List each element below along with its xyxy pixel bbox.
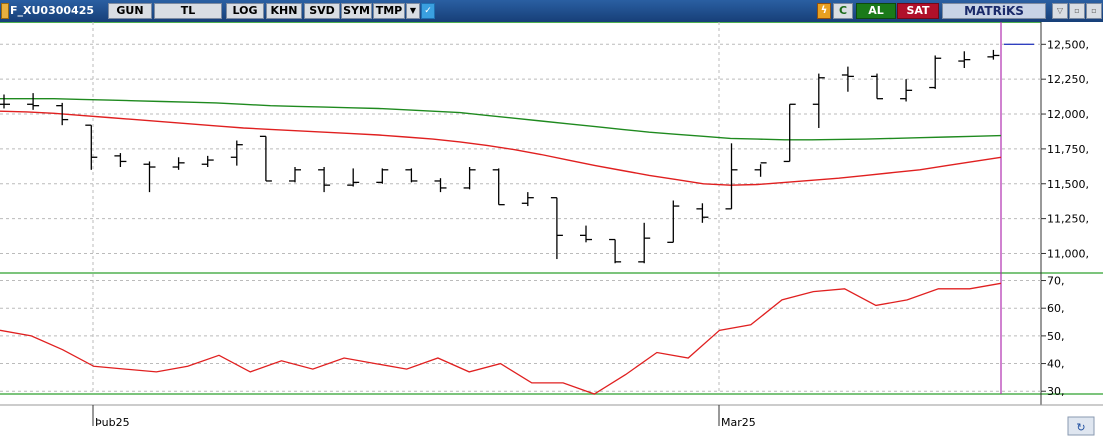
ohlc-bar xyxy=(230,140,243,166)
scroll-icon[interactable]: ↻ xyxy=(1067,416,1095,436)
ohlc-bar xyxy=(405,168,418,183)
ohlc-bar xyxy=(172,157,185,170)
price-tick-label: 11,250, xyxy=(1047,213,1089,226)
price-tick-label: 11,000, xyxy=(1047,247,1089,260)
x-axis-label: Þub25 xyxy=(95,416,130,429)
ohlc-bar xyxy=(376,168,389,184)
ohlc-bar xyxy=(958,51,971,69)
ma-line-green xyxy=(0,98,1002,141)
currency-button[interactable]: TL xyxy=(154,3,222,19)
indicator-tick-label: 50, xyxy=(1047,330,1065,343)
ohlc-bar xyxy=(492,168,505,206)
ma-line-red xyxy=(0,110,1002,186)
ohlc-bar xyxy=(609,238,622,264)
ohlc-bar xyxy=(434,178,447,193)
ohlc-bar xyxy=(638,222,651,264)
ohlc-bar xyxy=(521,192,534,207)
ohlc-bar xyxy=(871,73,883,100)
ohlc-bar xyxy=(347,168,360,187)
ohlc-bar xyxy=(667,200,680,243)
ohlc-bar xyxy=(289,167,301,183)
close-icon[interactable]: ▫ xyxy=(1086,3,1102,19)
ohlc-bar xyxy=(27,93,40,110)
price-tick-label: 12,000, xyxy=(1047,108,1089,121)
ohlc-bar xyxy=(0,94,10,109)
sym-button[interactable]: SYM xyxy=(341,3,372,19)
price-tick-label: 11,750, xyxy=(1047,143,1089,156)
ohlc-bar xyxy=(114,153,127,168)
indicator-line xyxy=(0,282,1002,395)
brand-label: MATRiKS xyxy=(942,3,1046,19)
symbol-label[interactable]: F_XU0300425 xyxy=(10,4,95,17)
khn-button[interactable]: KHN xyxy=(266,3,302,19)
ohlc-bar xyxy=(463,167,476,190)
restore-icon[interactable]: ▫ xyxy=(1069,3,1085,19)
ohlc-bar xyxy=(725,143,738,210)
period-button[interactable]: GUN xyxy=(108,3,152,19)
indicator-tick-label: 40, xyxy=(1047,358,1065,371)
twitter-icon[interactable]: ✓ xyxy=(421,3,435,19)
ohlc-bar xyxy=(929,55,942,89)
ohlc-bar xyxy=(550,197,563,260)
ohlc-bar xyxy=(259,135,272,182)
dropdown-icon[interactable]: ▼ xyxy=(406,3,420,19)
ohlc-bar xyxy=(143,161,156,193)
chart-toolbar: F_XU0300425 GUN TL LOG KHN SVD SYM TMP ▼… xyxy=(0,0,1103,22)
chart-icon[interactable] xyxy=(1,3,9,19)
buy-button[interactable]: AL xyxy=(856,3,896,19)
minimize-icon[interactable]: ▽ xyxy=(1052,3,1068,19)
price-tick-label: 12,500, xyxy=(1047,38,1089,51)
price-tick-label: 12,250, xyxy=(1047,73,1089,86)
svg-text:↻: ↻ xyxy=(1076,421,1085,434)
ohlc-bar xyxy=(900,79,913,102)
ohlc-bar xyxy=(318,167,331,193)
indicator-tick-label: 70, xyxy=(1047,275,1065,288)
chart-area[interactable]: 12,500, 12,250, 12,000, 11,750, 11,500, 11,25… xyxy=(0,22,1103,438)
ohlc-bar xyxy=(783,103,796,163)
ohlc-bar xyxy=(580,225,592,243)
ohlc-bar xyxy=(696,203,709,223)
lightning-icon[interactable]: ϟ xyxy=(817,3,831,19)
price-chart[interactable]: 12,500, 12,250, 12,000, 11,750, 11,500, 11,25… xyxy=(0,22,1103,438)
ohlc-bar xyxy=(841,66,854,92)
ohlc-bar xyxy=(754,162,767,177)
x-axis-label: Mar25 xyxy=(721,416,756,429)
log-button[interactable]: LOG xyxy=(226,3,264,19)
ohlc-bar xyxy=(56,102,69,126)
ohlc-bar xyxy=(812,73,825,128)
indicator-tick-label: 30, xyxy=(1047,385,1065,398)
c-button[interactable]: C xyxy=(833,3,853,19)
tmp-button[interactable]: TMP xyxy=(373,3,405,19)
ohlc-bar xyxy=(987,49,1000,60)
svd-button[interactable]: SVD xyxy=(304,3,340,19)
sell-button[interactable]: SAT xyxy=(897,3,939,19)
price-tick-label: 11,500, xyxy=(1047,178,1089,191)
ohlc-bar xyxy=(201,155,214,168)
ohlc-bar xyxy=(85,124,98,170)
indicator-tick-label: 60, xyxy=(1047,302,1065,315)
